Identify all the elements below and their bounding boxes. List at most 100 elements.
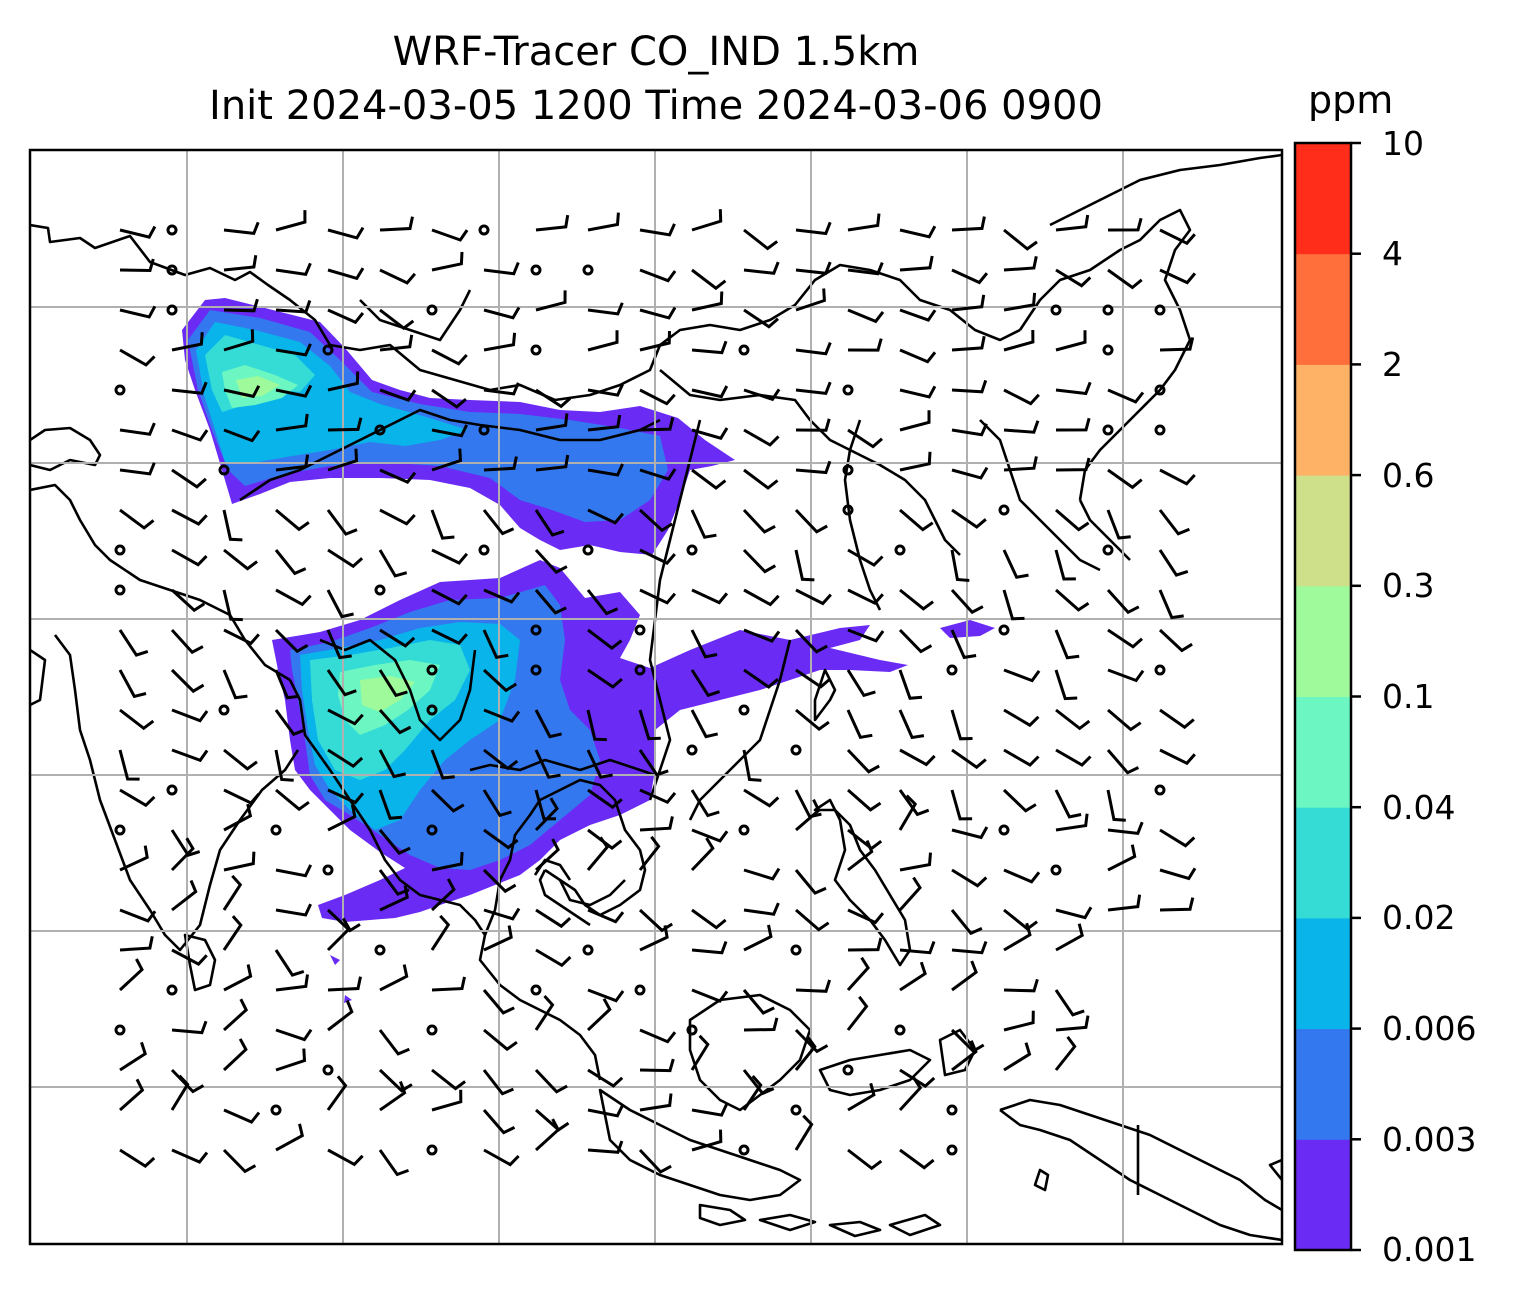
- wind-barb: [795, 381, 832, 396]
- wind-barb: [1055, 1015, 1090, 1032]
- wind-barb: [1055, 417, 1091, 432]
- calm-wind-marker: [1050, 304, 1062, 316]
- wind-barb: [899, 451, 932, 472]
- wind-barb: [171, 548, 208, 567]
- colorbar-unit: ppm: [1308, 78, 1394, 122]
- wind-barb: [327, 748, 364, 768]
- wind-barb: [1107, 628, 1143, 649]
- wind-barb: [534, 789, 557, 821]
- wind-barb: [119, 1041, 147, 1072]
- wind-barb: [898, 669, 923, 700]
- wind-barb: [951, 940, 988, 955]
- calm-wind-marker: [738, 824, 750, 836]
- wind-barb: [846, 995, 869, 1031]
- wind-barb: [222, 669, 248, 700]
- wind-barb: [1003, 748, 1040, 767]
- wind-barb: [327, 267, 365, 281]
- wind-barb: [951, 466, 989, 480]
- wind-barb: [1055, 923, 1084, 952]
- wind-barb: [950, 629, 977, 660]
- wind-barb: [275, 588, 312, 607]
- wind-barb: [795, 908, 830, 932]
- wind-barb: [222, 998, 249, 1032]
- wind-barb: [691, 588, 729, 605]
- wind-barb: [742, 1069, 775, 1096]
- wind-barb: [847, 840, 874, 872]
- wind-barb: [378, 549, 408, 578]
- wind-barb: [1106, 789, 1126, 822]
- wind-barb: [379, 334, 414, 352]
- calm-wind-marker: [426, 704, 438, 716]
- wind-barb: [379, 308, 415, 331]
- wind-barb: [379, 885, 409, 912]
- colorbar-band: [1295, 917, 1351, 1030]
- calm-wind-marker: [114, 584, 126, 596]
- wind-barb: [794, 508, 828, 534]
- wind-barb: [1054, 789, 1082, 819]
- wind-barb: [222, 1038, 248, 1072]
- calm-wind-marker: [218, 464, 230, 476]
- wind-barb: [534, 709, 562, 739]
- wind-barb: [223, 298, 259, 313]
- wind-barb: [638, 1148, 672, 1174]
- wind-barb: [171, 381, 208, 395]
- wind-barb: [898, 876, 922, 912]
- wind-barb: [275, 262, 312, 276]
- wind-barb: [483, 1148, 520, 1167]
- wind-barb: [899, 940, 936, 955]
- wind-barb: [638, 908, 673, 933]
- wind-barb: [535, 388, 572, 409]
- calm-wind-marker: [322, 864, 334, 876]
- wind-barb: [1003, 388, 1040, 406]
- wind-barb: [535, 948, 572, 968]
- colorbar-tick-label: 10: [1382, 124, 1424, 163]
- wind-barb: [638, 508, 674, 533]
- wind-barb: [691, 385, 729, 399]
- wind-barb: [638, 749, 669, 777]
- calm-wind-marker: [114, 1024, 126, 1036]
- calm-wind-marker: [270, 1104, 282, 1116]
- wind-barb: [1055, 381, 1092, 396]
- wind-barb: [691, 340, 728, 355]
- calm-wind-marker: [842, 464, 854, 476]
- wind-barb: [119, 508, 155, 530]
- wind-barb: [274, 749, 294, 782]
- wind-barb: [378, 1068, 413, 1093]
- calm-wind-marker: [894, 544, 906, 556]
- colorbar-tick-label: 0.6: [1382, 456, 1435, 495]
- wind-barb: [431, 228, 469, 242]
- wind-barb: [326, 509, 358, 536]
- colorbar-tick-label: 0.003: [1382, 1120, 1477, 1159]
- wind-barb: [951, 868, 988, 888]
- wind-barb: [587, 463, 624, 477]
- wind-barb: [1054, 1036, 1077, 1071]
- wind-barb: [326, 669, 357, 697]
- calm-wind-marker: [582, 264, 594, 276]
- wind-barb: [1055, 748, 1092, 767]
- wind-barb: [950, 909, 983, 936]
- wind-barb: [275, 974, 309, 992]
- wind-barb: [950, 1028, 985, 1053]
- calm-wind-marker: [1154, 304, 1166, 316]
- wind-barb: [171, 428, 209, 442]
- wind-barb: [846, 956, 870, 992]
- wind-barb: [899, 225, 937, 239]
- wind-barb: [1107, 894, 1142, 912]
- calm-wind-marker: [166, 264, 178, 276]
- calm-wind-marker: [1154, 424, 1166, 436]
- wind-barb: [378, 669, 408, 698]
- calm-wind-marker: [270, 824, 282, 836]
- calm-wind-marker: [842, 384, 854, 396]
- wind-barb: [483, 907, 521, 921]
- wind-barb: [119, 788, 156, 808]
- calm-wind-marker: [478, 224, 490, 236]
- wind-barb: [742, 749, 762, 782]
- wind-barb: [795, 708, 830, 731]
- colorbar-tick-label: 0.001: [1382, 1230, 1477, 1269]
- wind-barb: [639, 268, 677, 283]
- wind-barb: [379, 508, 416, 526]
- wind-barb: [379, 964, 409, 992]
- wind-barb: [1054, 669, 1078, 701]
- wind-barb: [275, 788, 310, 812]
- wind-barb: [899, 508, 934, 532]
